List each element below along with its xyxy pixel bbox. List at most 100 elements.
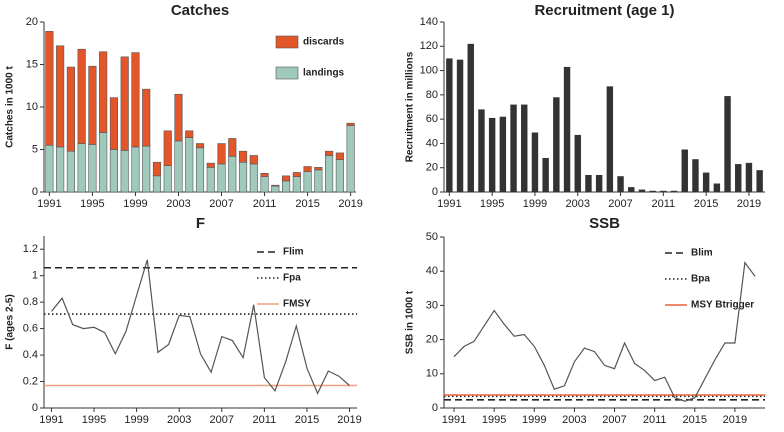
bar [488,117,496,192]
bar [499,116,507,192]
bar [660,190,667,192]
x-tick-label: 2019 [737,198,761,210]
bar-segment [346,122,355,127]
legend-label: discards [303,37,345,48]
bar [735,164,742,192]
x-tick-label: 1999 [522,414,546,426]
data-line [51,259,350,395]
bar [670,190,678,192]
y-axis-label: SSB in 1000 t [405,290,416,354]
x-tick-label: 2015 [694,198,718,210]
y-tick-label: 0 [432,186,438,198]
legend-label: landings [303,68,345,79]
x-tick-label: 2003 [566,198,590,210]
bar-segment [346,125,355,193]
bar-segment [163,165,172,193]
bar-segment [45,31,54,146]
bar-segment [109,97,118,150]
bar-segment [109,149,118,193]
x-tick-label: 1991 [442,414,466,426]
bar-segment [77,48,86,144]
bar-segment [66,66,75,152]
y-tick-label: 0 [32,402,38,414]
bar [574,134,581,192]
bar [628,187,635,192]
bar-segment [271,185,280,193]
bar [521,104,528,192]
bar-segment [206,162,215,168]
bar [456,59,464,193]
y-tick-label: 20 [426,334,438,346]
x-tick-label: 1995 [80,198,104,210]
x-tick-label: 2007 [608,198,632,210]
bar [446,58,453,192]
x-tick-label: 2007 [210,414,234,426]
bar-segment [249,155,258,165]
chart-title: F [196,215,205,232]
x-tick-label: 1995 [82,414,106,426]
bar-segment [99,132,108,193]
bar-segment [88,65,97,145]
bar-segment [174,140,183,193]
bar-segment [260,173,269,178]
bar [713,183,721,192]
bar-segment [335,159,344,193]
y-tick-label: 1 [32,270,38,282]
chart-title: SSB [589,215,620,232]
bar [617,176,624,192]
y-tick-label: 20 [426,162,438,174]
y-tick-label: 10 [426,368,438,380]
y-axis-label: Catches in 1000 t [5,65,16,147]
bar-segment [335,152,344,160]
y-tick-label: 140 [420,16,438,28]
bar [606,86,614,192]
bar [467,43,474,192]
x-tick-label: 2015 [295,198,319,210]
y-tick-label: 40 [426,137,438,149]
bar [563,66,571,192]
x-tick-label: 1995 [480,198,504,210]
y-tick-label: 0 [432,402,438,414]
bar-segment [185,137,194,193]
y-axis-label: F (ages 2-5) [5,294,16,350]
bar-segment [99,51,108,133]
x-tick-label: 2011 [643,414,667,426]
bar-segment [292,172,301,177]
bar-segment [56,146,65,193]
x-tick-label: 2011 [253,414,277,426]
bar [649,190,656,192]
y-tick-label: 0.8 [23,296,38,308]
y-tick-label: 40 [426,265,438,277]
bar [595,175,603,192]
bar-segment [303,166,312,172]
y-tick-label: 0.2 [23,375,38,387]
bar-segment [185,130,194,138]
bar [585,175,592,192]
bar-segment [142,145,151,193]
bar [756,170,763,192]
bar [510,104,517,192]
bar-segment [195,143,205,149]
bar-segment [292,176,301,193]
bar-segment [217,163,226,193]
legend-swatch [275,35,299,49]
y-tick-label: 1.2 [23,243,38,255]
x-tick-label: 2011 [253,198,277,210]
y-tick-label: 80 [426,89,438,101]
x-tick-label: 2015 [683,414,707,426]
bar [745,162,753,192]
legend-label: Fpa [283,273,301,284]
x-tick-label: 2007 [209,198,233,210]
bar [638,189,646,192]
x-tick-label: 1991 [39,414,63,426]
x-tick-label: 2019 [338,198,362,210]
bar-segment [131,52,140,148]
bar-segment [120,56,129,151]
x-tick-label: 2019 [337,414,361,426]
x-tick-label: 2003 [167,414,191,426]
x-tick-label: 1999 [124,414,148,426]
bar-segment [77,143,86,193]
x-tick-label: 1999 [523,198,547,210]
bar-segment [314,167,323,171]
bar-segment [217,143,226,165]
